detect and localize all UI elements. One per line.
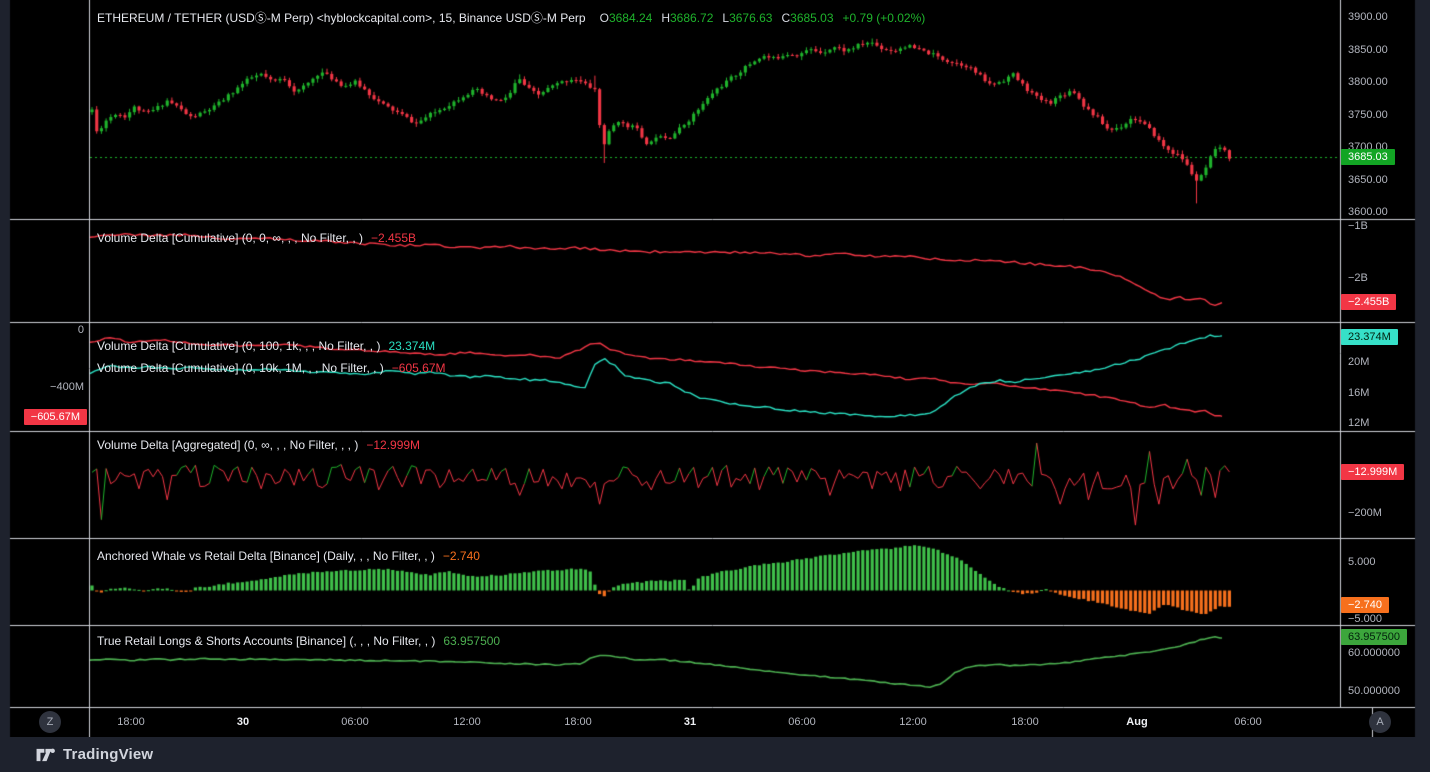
- time-tick: 31: [683, 716, 697, 728]
- ohlc-low: L3676.63: [722, 11, 773, 25]
- price-label: −2.455B: [1341, 294, 1397, 310]
- pane-legend-vd-aggregated[interactable]: Volume Delta [Aggregated] (0, ∞, , , No …: [97, 437, 420, 453]
- y-axis-tick: −400M: [50, 381, 84, 393]
- pane-value: −2.740: [442, 549, 480, 563]
- y-axis-tick: −200M: [1348, 507, 1382, 519]
- y-axis-tick: 20M: [1348, 356, 1370, 368]
- y-axis-tick: 60.000000: [1348, 647, 1400, 659]
- time-tick: 30: [236, 716, 250, 728]
- pane-value: −2.455B: [370, 231, 417, 245]
- pane-value: 63.957500: [443, 634, 501, 648]
- y-axis-tick: −2B: [1348, 272, 1368, 284]
- y-axis-tick: 3900.00: [1348, 11, 1388, 23]
- pane-title: Volume Delta [Aggregated] (0, ∞, , , No …: [97, 438, 359, 452]
- time-tick: Aug: [1126, 716, 1148, 728]
- price-label: 63.957500: [1341, 629, 1407, 645]
- price-label: 3685.03: [1341, 149, 1395, 165]
- timezone-button[interactable]: Z: [39, 711, 61, 733]
- y-axis-tick: 3650.00: [1348, 173, 1388, 186]
- pane-legend-whale-retail-delta[interactable]: Anchored Whale vs Retail Delta [Binance]…: [97, 548, 480, 564]
- y-axis-tick: 3600.00: [1348, 206, 1388, 218]
- y-axis-tick: 50.000000: [1348, 685, 1400, 697]
- time-tick: 06:00: [341, 716, 369, 728]
- tradingview-logo-icon: [36, 748, 55, 761]
- main-symbol-legend[interactable]: ETHEREUM / TETHER (USDⓈ-M Perp) <hyblock…: [97, 10, 925, 26]
- time-axis[interactable]: [89, 708, 1372, 737]
- pane-title: Volume Delta [Cumulative] (0, 100, 1k, ,…: [97, 339, 381, 353]
- bottom-bar: TradingView: [0, 737, 1430, 772]
- pane-title: Volume Delta [Cumulative] (0, 10k, 1M, ,…: [97, 361, 384, 375]
- time-tick: 06:00: [788, 716, 816, 728]
- y-axis-tick: 16M: [1348, 387, 1370, 399]
- ohlc-change: +0.79 (+0.02%): [842, 11, 926, 25]
- pane-title: Anchored Whale vs Retail Delta [Binance]…: [97, 549, 435, 563]
- pane-title: Volume Delta [Cumulative] (0, 0, ∞, , , …: [97, 231, 363, 245]
- pane-legend-vd-cumulative-1[interactable]: Volume Delta [Cumulative] (0, 0, ∞, , , …: [97, 230, 416, 246]
- ohlc-high: H3686.72: [661, 11, 714, 25]
- time-tick: 12:00: [453, 716, 481, 728]
- ohlc-close: C3685.03: [781, 11, 834, 25]
- ohlc-open: O3684.24: [599, 11, 653, 25]
- y-axis-tick: 3800.00: [1348, 76, 1388, 88]
- price-label: −12.999M: [1341, 464, 1405, 480]
- y-axis-tick: 12M: [1348, 417, 1370, 429]
- pane-legend-vd-cumulative-2[interactable]: Volume Delta [Cumulative] (0, 100, 1k, ,…: [97, 338, 435, 354]
- y-axis-tick: −5.000: [1348, 613, 1382, 625]
- tradingview-logo-text: TradingView: [63, 746, 154, 763]
- pane-value: −605.67M: [391, 361, 446, 375]
- symbol-title: ETHEREUM / TETHER (USDⓈ-M Perp) <hyblock…: [97, 11, 586, 25]
- time-tick: 18:00: [1011, 716, 1039, 728]
- price-label: −605.67M: [23, 409, 87, 425]
- ohlc-values: O3684.24 H3686.72 L3676.63 C3685.03 +0.7…: [600, 10, 926, 26]
- pane-legend-true-retail-accounts[interactable]: True Retail Longs & Shorts Accounts [Bin…: [97, 633, 500, 649]
- time-tick: 12:00: [899, 716, 927, 728]
- price-label: −2.740: [1341, 597, 1389, 613]
- time-tick: 06:00: [1234, 716, 1262, 728]
- pane-value: −12.999M: [366, 438, 421, 452]
- price-label: 23.374M: [1341, 329, 1398, 345]
- y-axis-tick: 3750.00: [1348, 108, 1388, 121]
- y-axis-tick: 5.000: [1348, 556, 1376, 568]
- pane-legend-vd-cumulative-3[interactable]: Volume Delta [Cumulative] (0, 10k, 1M, ,…: [97, 360, 446, 376]
- y-axis-tick: 0: [77, 324, 84, 336]
- pane-value: 23.374M: [388, 339, 436, 353]
- time-tick: 18:00: [564, 716, 592, 728]
- time-tick: 18:00: [117, 716, 145, 728]
- tradingview-logo[interactable]: TradingView: [36, 746, 153, 764]
- pane-title: True Retail Longs & Shorts Accounts [Bin…: [97, 634, 436, 648]
- y-axis-tick: 3850.00: [1348, 43, 1388, 56]
- chart-canvas[interactable]: [0, 0, 1430, 737]
- auto-scale-button[interactable]: A: [1369, 711, 1391, 733]
- y-axis-tick: −1B: [1348, 220, 1368, 232]
